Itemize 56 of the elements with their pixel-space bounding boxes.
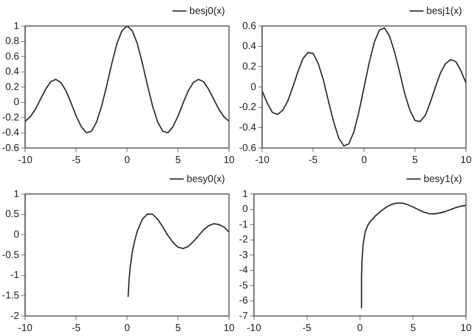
y-tick-label: -0.4: [2, 128, 20, 138]
x-tick-label: 5: [410, 322, 416, 334]
x-tick-label: 10: [223, 322, 235, 334]
x-tick-label: 0: [124, 322, 130, 334]
y-tick-label: 0.4: [5, 66, 20, 78]
y-tick-label: -0.5: [2, 250, 20, 261]
x-tick-label: 10: [460, 154, 472, 166]
y-tick-label: -4: [238, 265, 248, 276]
y-tick-label: -1: [10, 270, 20, 282]
y-tick-label: -2: [10, 310, 20, 322]
x-tick-label: 0: [124, 154, 130, 166]
x-tick-label: -10: [18, 154, 33, 166]
x-tick-label: -5: [72, 154, 82, 166]
x-tick-label: 10: [460, 322, 472, 334]
y-tick-label: 0.8: [5, 36, 20, 47]
y-tick-label: 0: [242, 204, 248, 215]
y-tick-label: 0.6: [242, 20, 257, 32]
y-tick-label: 0.2: [242, 61, 257, 72]
x-tick-label: 5: [175, 322, 182, 334]
x-tick-label: 5: [175, 154, 182, 166]
y-tick-label: -0.6: [2, 142, 20, 154]
y-tick-label: -0.2: [238, 102, 257, 114]
y-tick-label: 0.2: [5, 82, 20, 93]
y-tick-label: 1: [14, 20, 20, 32]
y-tick-label: -3: [238, 250, 248, 261]
y-tick-label: -5: [238, 280, 248, 292]
legend-label: besy0(x): [186, 174, 226, 185]
legend-label: besj0(x): [189, 6, 226, 17]
y-tick-label: 0: [250, 82, 257, 93]
x-tick-label: 0: [357, 322, 364, 334]
x-tick-label: -5: [308, 154, 318, 166]
x-tick-label: -10: [255, 154, 270, 166]
y-tick-label: -0.4: [238, 122, 257, 134]
y-tick-label: 0: [14, 97, 20, 108]
x-tick-label: -10: [18, 322, 33, 334]
y-tick-label: -1.5: [2, 290, 20, 302]
x-tick-label: 0: [361, 154, 368, 166]
legend-label: besj1(x): [426, 6, 462, 17]
y-tick-label: 0.6: [5, 51, 20, 62]
x-tick-label: -5: [72, 322, 82, 334]
legend-label: besy1(x): [424, 174, 462, 185]
y-tick-label: -7: [238, 310, 248, 322]
y-tick-label: -6: [238, 296, 248, 306]
y-tick-label: 1: [14, 188, 20, 200]
y-tick-label: -2: [238, 234, 248, 246]
y-tick-label: 0.4: [242, 41, 257, 52]
y-tick-label: -0.6: [238, 142, 257, 154]
y-tick-label: 0: [14, 229, 20, 240]
x-tick-label: 10: [223, 154, 235, 166]
y-tick-label: 0.5: [5, 209, 20, 220]
y-tick-label: 1: [242, 188, 248, 200]
x-tick-label: 5: [412, 154, 418, 166]
x-tick-label: -5: [302, 322, 312, 334]
y-tick-label: -0.2: [2, 112, 20, 124]
y-tick-label: -1: [238, 219, 248, 230]
x-tick-label: -10: [246, 322, 262, 334]
